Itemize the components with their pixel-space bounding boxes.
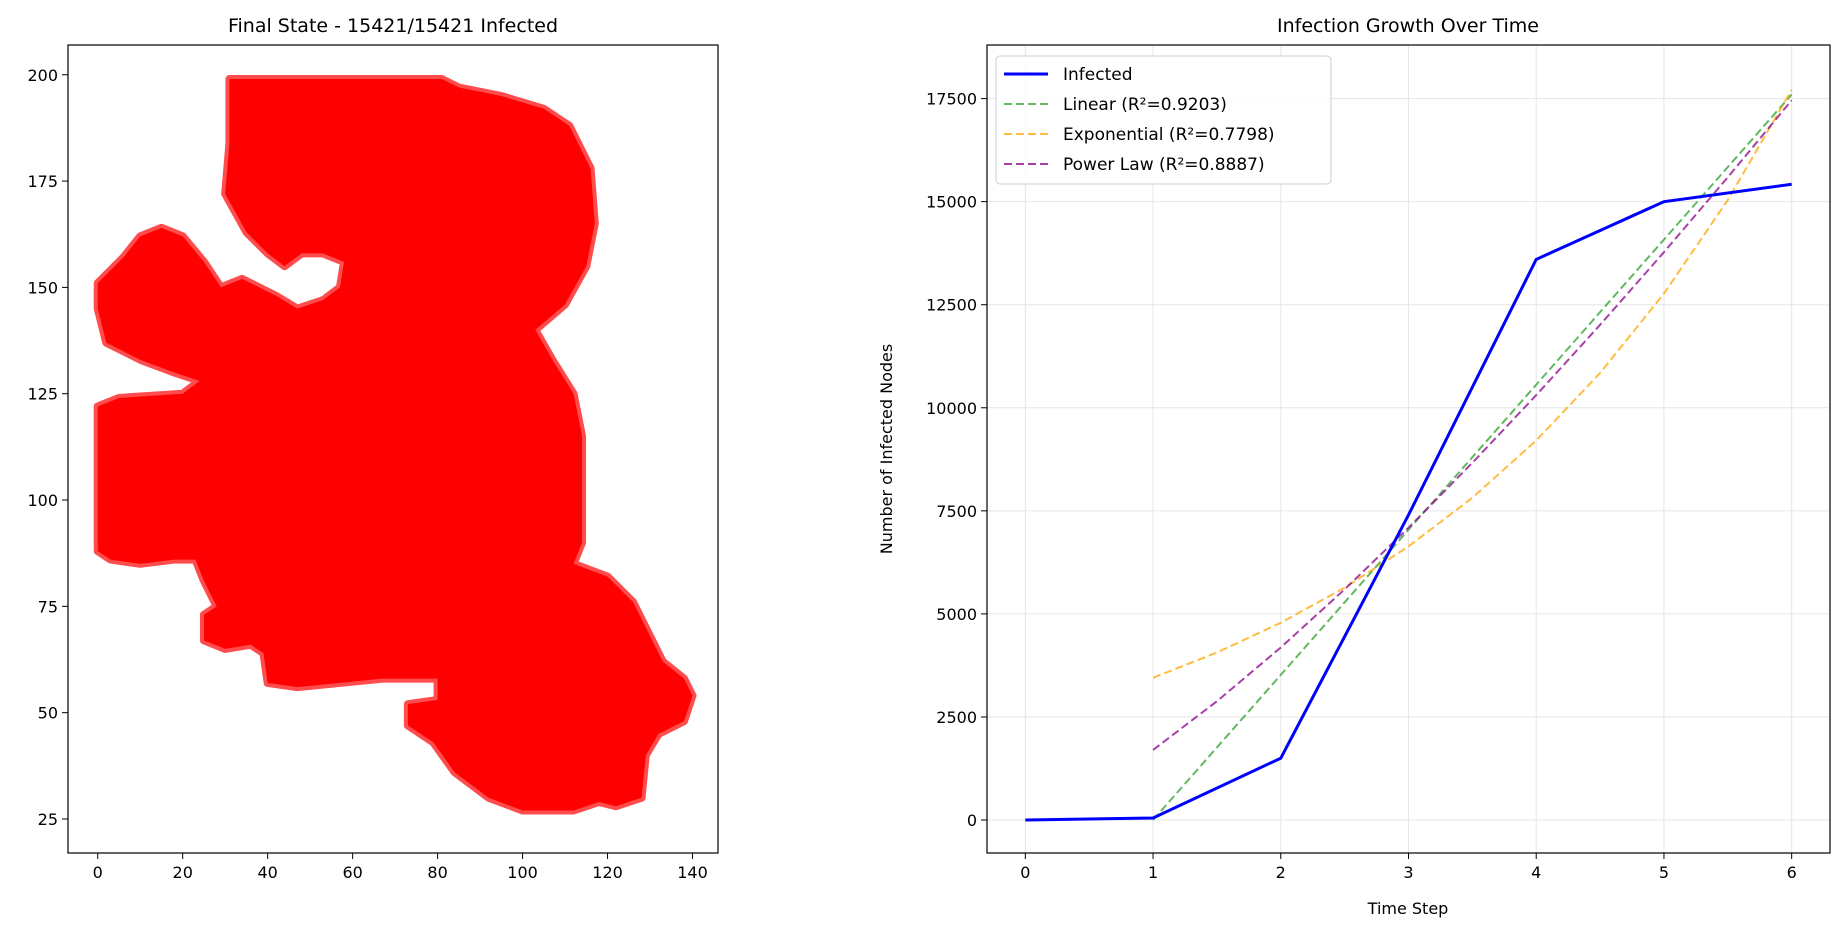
y-tick-label: 15000 xyxy=(926,193,977,212)
y-tick-label: 150 xyxy=(27,278,58,297)
series-line-infected xyxy=(1025,182,1792,822)
x-tick-label: 0 xyxy=(93,863,103,882)
legend-box xyxy=(995,55,1332,185)
legend-label: Linear (R²=0.9203) xyxy=(1063,95,1227,115)
x-tick-label: 100 xyxy=(507,863,538,882)
x-tick-label: 40 xyxy=(257,863,277,882)
y-tick-label: 100 xyxy=(27,491,58,510)
x-tick-label: 3 xyxy=(1403,863,1413,882)
x-tick-label: 140 xyxy=(677,863,708,882)
y-tick-label: 200 xyxy=(27,66,58,85)
series-line-power xyxy=(1152,99,1793,751)
x-tick-label: 6 xyxy=(1787,863,1797,882)
line-title: Infection Growth Over Time xyxy=(1277,15,1539,37)
legend-label: Infected xyxy=(1063,65,1133,85)
x-tick-label: 4 xyxy=(1531,863,1541,882)
x-tick-label: 60 xyxy=(342,863,362,882)
scatter-chart: Final State - 15421/15421 Infected 0 20 40… xyxy=(27,15,719,882)
legend: Infected Linear (R²=0.9203) Exponential (R… xyxy=(995,55,1332,185)
uninfected-gap xyxy=(301,266,328,296)
y-tick-label: 17500 xyxy=(926,90,977,109)
y-tick-label: 2500 xyxy=(936,708,977,727)
x-tick-label: 2 xyxy=(1276,863,1286,882)
y-tick-label: 125 xyxy=(27,385,58,404)
series-line-linear xyxy=(1152,93,1793,821)
y-tick-label: 175 xyxy=(27,172,58,191)
y-tick-label: 12500 xyxy=(926,296,977,315)
y-tick-label: 75 xyxy=(38,597,58,616)
legend-label: Power Law (R²=0.8887) xyxy=(1063,155,1265,175)
y-tick-label: 50 xyxy=(38,704,58,723)
x-tick-label: 5 xyxy=(1659,863,1669,882)
x-axis-label: Time Step xyxy=(1367,899,1449,918)
x-tick-label: 20 xyxy=(173,863,193,882)
x-tick-label: 0 xyxy=(1020,863,1030,882)
series-line-exponential xyxy=(1152,89,1793,679)
infected-points-region xyxy=(93,75,697,815)
y-tick-label: 10000 xyxy=(926,399,977,418)
plot-frame xyxy=(986,44,1831,854)
x-tick-label: 80 xyxy=(427,863,447,882)
x-tick-label: 120 xyxy=(592,863,623,882)
y-tick-label: 25 xyxy=(38,810,58,829)
y-tick-label: 7500 xyxy=(936,502,977,521)
line-chart: Infection Growth Over Time Time Step Num… xyxy=(877,15,1831,918)
y-tick-label: 5000 xyxy=(936,605,977,624)
legend-label: Exponential (R²=0.7798) xyxy=(1063,125,1275,145)
y-axis-label: Number of Infected Nodes xyxy=(877,344,896,554)
x-tick-label: 1 xyxy=(1148,863,1158,882)
plot-frame xyxy=(67,44,719,854)
scatter-title: Final State - 15421/15421 Infected xyxy=(228,15,558,37)
y-tick-label: 0 xyxy=(967,811,977,830)
